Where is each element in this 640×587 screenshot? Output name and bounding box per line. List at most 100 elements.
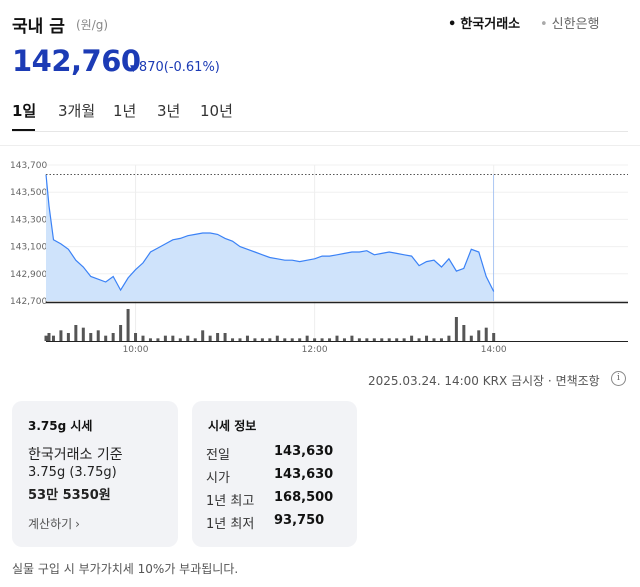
volume-bar: [47, 333, 51, 341]
volume-bar: [365, 338, 369, 341]
info-value-52w-low: 93,750: [274, 513, 325, 528]
volume-bar: [193, 338, 197, 341]
tab-3months[interactable]: 3개월: [58, 102, 96, 120]
volume-bar: [290, 338, 294, 341]
tab-1day[interactable]: 1일: [12, 102, 37, 120]
vat-notice: 실물 구입 시 부가가치세 10%가 부과됩니다.: [12, 562, 239, 576]
price-line: [45, 174, 495, 292]
volume-bar: [260, 338, 264, 341]
change-amount: 870: [138, 60, 164, 75]
volume-bar: [208, 335, 212, 341]
volume-bar: [171, 335, 175, 341]
volume-bar: [454, 317, 458, 341]
volume-bar: [253, 338, 257, 341]
volume-bar: [74, 325, 78, 341]
volume-bar: [238, 338, 242, 341]
volume-bar: [163, 335, 167, 341]
down-arrow-icon: ▼: [130, 64, 137, 74]
volume-bar: [305, 335, 309, 341]
volume-bar: [387, 338, 391, 341]
volume-bar: [342, 338, 346, 341]
volume-bar: [462, 325, 466, 341]
volume-bar: [298, 338, 302, 341]
volume-bar: [484, 327, 488, 341]
volume-bar: [156, 338, 160, 341]
calculate-button[interactable]: 계산하기 ›: [28, 515, 80, 532]
volume-bar: [216, 333, 220, 341]
info-label-open: 시가: [206, 471, 230, 486]
volume-bar: [44, 335, 48, 341]
volume-bar: [186, 335, 190, 341]
conversion-card-title: 3.75g 시세: [28, 419, 93, 433]
current-price: 142,760: [12, 44, 141, 78]
volume-bar: [178, 338, 182, 341]
separator-dot: ·: [544, 374, 556, 388]
volume-bar: [141, 335, 145, 341]
tab-1year[interactable]: 1년: [113, 102, 137, 120]
volume-bar: [96, 330, 100, 341]
y-tick-label: 143,500: [10, 188, 47, 198]
volume-bar: [231, 338, 235, 341]
volume-bar: [410, 335, 414, 341]
price-area: [45, 174, 628, 304]
volume-bar: [111, 333, 115, 341]
price-area-fill: [46, 174, 494, 301]
volume-bar: [402, 338, 406, 341]
volume-bar: [66, 333, 70, 341]
info-label-prev-close: 전일: [206, 448, 230, 463]
price-change: ▼ 870(-0.61%): [130, 60, 220, 75]
volume-bar: [328, 338, 332, 341]
volume-bar: [223, 333, 227, 341]
tab-10years[interactable]: 10년: [200, 102, 233, 120]
volume-bar: [372, 338, 376, 341]
y-tick-label: 143,700: [10, 161, 47, 171]
disclaimer-link[interactable]: 면책조항: [555, 374, 600, 388]
chart-meta: 2025.03.24. 14:00 KRX 금시장 · 면책조항: [368, 372, 600, 389]
x-tick-label: 12:00: [302, 345, 328, 355]
price-chart[interactable]: 143,700 143,500 143,300 143,100 142,900 142,7…: [0, 145, 640, 360]
conversion-card: 3.75g 시세 한국거래소 기준 3.75g (3.75g) 53만 5350…: [12, 401, 178, 547]
volume-bar: [275, 335, 279, 341]
volume-bar: [126, 309, 130, 341]
page-title: 국내 금: [12, 17, 65, 37]
x-axis-labels: 10:00 12:00 14:00: [123, 345, 507, 355]
source-tab-krx[interactable]: 한국거래소: [448, 13, 520, 32]
info-value-open: 143,630: [274, 467, 334, 482]
calculate-label: 계산하기: [28, 517, 73, 531]
volume-bar: [417, 338, 421, 341]
chevron-right-icon: ›: [75, 517, 80, 531]
y-tick-label: 143,300: [10, 215, 47, 225]
info-value-prev-close: 143,630: [274, 444, 334, 459]
volume-bar: [395, 338, 399, 341]
conversion-price: 53만 5350원: [28, 488, 111, 503]
conversion-weight: 3.75g (3.75g): [28, 465, 117, 480]
volume-bar: [313, 338, 317, 341]
volume-bar: [350, 335, 354, 341]
y-axis-labels: 143,700 143,500 143,300 143,100 142,900 142,7…: [10, 161, 47, 307]
tab-3years[interactable]: 3년: [157, 102, 181, 120]
info-icon[interactable]: i: [611, 371, 626, 386]
volume-bar: [268, 338, 272, 341]
volume-bar: [134, 333, 138, 341]
volume-bar: [447, 335, 451, 341]
volume-bar: [245, 335, 249, 341]
price-info-card: 시세 정보 전일 143,630 시가 143,630 1년 최고 168,50…: [192, 401, 357, 547]
volume-bar: [51, 335, 55, 341]
volume-bar: [477, 330, 481, 341]
volume-bar: [119, 325, 123, 341]
volume-bar: [320, 338, 324, 341]
volume-bar: [148, 338, 152, 341]
volume-bar: [439, 338, 443, 341]
y-tick-label: 143,100: [10, 243, 47, 253]
volume-bars: [44, 309, 628, 342]
price-info-title: 시세 정보: [208, 419, 257, 433]
conversion-basis: 한국거래소 기준: [28, 447, 123, 463]
volume-bar: [201, 330, 205, 341]
change-percent: (-0.61%): [163, 60, 220, 75]
info-value-52w-high: 168,500: [274, 490, 334, 505]
source-tab-shinhan[interactable]: 신한은행: [540, 13, 600, 32]
y-tick-label: 142,700: [10, 297, 47, 307]
volume-bar: [89, 333, 93, 341]
volume-bar: [335, 335, 339, 341]
volume-bar: [492, 333, 496, 341]
